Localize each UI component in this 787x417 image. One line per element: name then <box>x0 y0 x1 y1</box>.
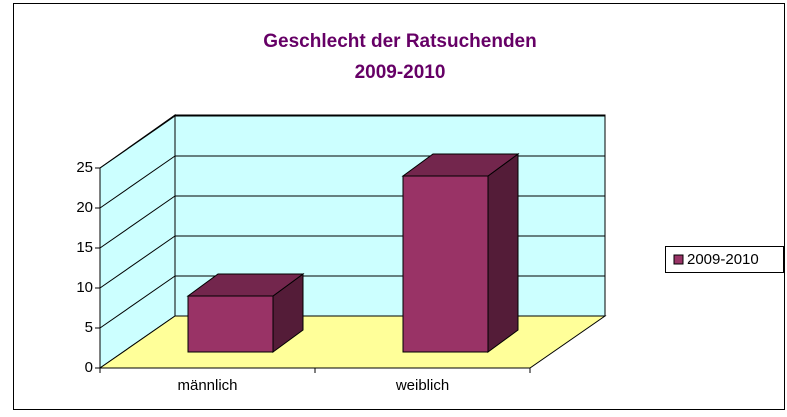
floor <box>98 315 607 369</box>
grid-line <box>99 155 176 209</box>
bar-side <box>487 153 519 353</box>
y-tick-label: 20 <box>76 199 93 216</box>
bar <box>187 295 274 353</box>
y-tick-label: 10 <box>76 279 93 296</box>
y-tick-label: 0 <box>85 359 93 376</box>
grid-line <box>99 195 176 249</box>
chart-title: Geschlecht der Ratsuchenden <box>263 31 536 52</box>
grid-line <box>99 275 176 329</box>
x-tick-label: weiblich <box>395 377 449 394</box>
legend-box <box>665 246 784 273</box>
y-tick-label: 15 <box>76 239 93 256</box>
grid-line <box>99 115 176 169</box>
bar <box>402 175 489 353</box>
chart-title: 2009-2010 <box>355 62 446 83</box>
x-tick-label: männlich <box>177 377 237 394</box>
y-tick-label: 5 <box>85 319 93 336</box>
legend-swatch <box>673 254 684 265</box>
y-tick-label: 25 <box>76 159 93 176</box>
grid-line <box>99 235 176 289</box>
legend-label: 2009-2010 <box>687 251 759 268</box>
